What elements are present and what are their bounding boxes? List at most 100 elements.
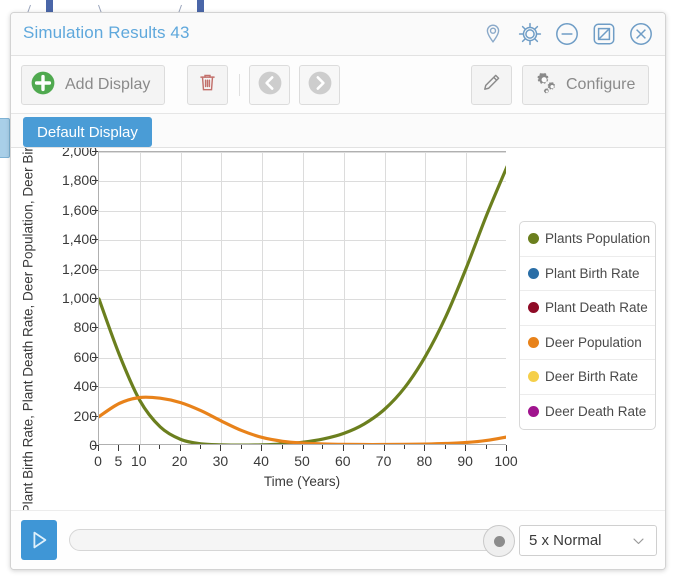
legend-label: Deer Birth Rate: [545, 369, 639, 385]
legend-label: Plant Birth Rate: [545, 265, 640, 281]
window-controls: [479, 20, 655, 48]
y-axis-tick: [92, 151, 98, 152]
y-tick-label: 1,400: [61, 231, 97, 248]
legend-label: Plant Death Rate: [545, 300, 648, 316]
y-tick-label: 1,200: [61, 260, 97, 277]
x-tick-label: 20: [171, 453, 188, 469]
x-axis-label: Time (Years): [263, 474, 341, 489]
legend-item[interactable]: Deer Birth Rate: [520, 360, 655, 395]
y-axis-tick: [92, 180, 98, 182]
y-tick-label: 400: [73, 378, 97, 395]
chevron-right-icon: [307, 70, 333, 101]
chevron-left-icon: [257, 70, 283, 101]
plot-area: [98, 151, 506, 445]
gear-icon[interactable]: [516, 20, 544, 48]
speed-select[interactable]: 5 x Normal: [519, 525, 657, 556]
y-tick-label: 1,600: [61, 201, 97, 218]
gridline-vertical: [343, 152, 345, 444]
x-axis-minor-tick: [404, 445, 405, 449]
edit-button[interactable]: [471, 65, 512, 105]
x-tick-label: 30: [212, 453, 229, 469]
y-tick-label: 800: [73, 319, 97, 336]
gridline-horizontal: [99, 387, 506, 389]
y-axis-tick: [92, 298, 98, 299]
configure-button[interactable]: Configure: [522, 65, 650, 105]
gridline-vertical: [139, 152, 141, 444]
close-icon[interactable]: [627, 20, 655, 48]
time-slider-handle[interactable]: [483, 525, 515, 557]
gridline-vertical: [384, 152, 386, 444]
y-axis-tick: [92, 356, 98, 358]
x-axis-minor-tick: [240, 445, 242, 449]
gears-icon: [533, 70, 558, 100]
chart-legend: Plants Population Plant Birth Rate Plant D…: [519, 221, 656, 430]
tab-default-display[interactable]: Default Display: [23, 117, 152, 147]
y-axis-label: Plant Birth Rate, Plant Death Rate, Deer…: [20, 148, 36, 511]
gridline-horizontal: [99, 328, 506, 330]
pencil-icon: [480, 71, 503, 99]
y-axis-tick: [92, 209, 98, 211]
x-axis-minor-tick: [200, 445, 201, 449]
x-axis-tick: [179, 445, 181, 451]
x-axis-tick: [118, 445, 120, 451]
x-tick-label: 80: [416, 453, 433, 469]
legend-item[interactable]: Deer Population: [520, 326, 655, 360]
gridline-vertical: [466, 152, 468, 444]
gridline-horizontal: [99, 416, 506, 418]
x-tick-label: 50: [294, 453, 310, 469]
x-axis-minor-tick: [322, 445, 324, 449]
plus-circle-icon: [30, 70, 56, 101]
play-button[interactable]: [21, 520, 57, 560]
x-tick-label: 5: [114, 453, 123, 469]
x-axis-minor-tick: [363, 445, 365, 449]
backdrop-bar: [197, 0, 204, 22]
y-axis-tick: [92, 327, 98, 329]
speed-value: 5 x Normal: [529, 532, 602, 549]
gridline-vertical: [262, 152, 264, 444]
x-tick-label: 100: [494, 453, 518, 469]
x-tick-label: 40: [253, 453, 269, 469]
series-line: [99, 165, 506, 444]
y-tick-label: 200: [73, 407, 97, 424]
y-axis-tick-labels: 2,000 1,800 1,600 1,400 1,200 1,000 800 …: [37, 148, 97, 453]
legend-color-dot: [528, 336, 539, 348]
delete-display-button[interactable]: [187, 65, 228, 105]
series-line: [99, 395, 506, 444]
y-axis-tick: [92, 268, 98, 270]
add-display-button[interactable]: Add Display: [21, 65, 166, 105]
gridline-vertical: [425, 152, 427, 444]
y-tick-label: 1,000: [61, 290, 97, 306]
x-axis-minor-tick: [444, 445, 446, 449]
next-display-button[interactable]: [299, 65, 340, 105]
gridline-vertical: [303, 152, 304, 444]
x-axis-tick: [261, 445, 263, 451]
legend-item[interactable]: Deer Death Rate: [520, 395, 655, 430]
location-pin-icon[interactable]: [479, 20, 507, 48]
gridline-horizontal: [99, 181, 506, 183]
legend-item[interactable]: Plant Death Rate: [520, 291, 655, 326]
backdrop-bar: [46, 0, 53, 22]
minimize-icon[interactable]: [553, 20, 581, 48]
gridline-horizontal: [99, 299, 506, 300]
window-titlebar: Simulation Results 43: [11, 13, 665, 56]
configure-label: Configure: [566, 76, 636, 93]
restore-icon[interactable]: [590, 20, 618, 48]
legend-label: Deer Death Rate: [545, 404, 647, 420]
x-tick-label: 60: [335, 453, 351, 469]
trash-icon: [196, 71, 219, 99]
legend-color-dot: [528, 302, 539, 314]
simulation-results-window: Simulation Results 43: [10, 12, 666, 570]
x-axis-tick: [98, 445, 99, 451]
legend-item[interactable]: Plants Population: [520, 222, 655, 257]
x-axis-tick: [220, 445, 222, 451]
display-toolbar: Add Display: [11, 56, 665, 114]
x-axis-tick: [302, 445, 303, 451]
legend-label: Deer Population: [545, 334, 642, 350]
legend-item[interactable]: Plant Birth Rate: [520, 257, 655, 291]
gridline-horizontal: [99, 152, 506, 153]
time-slider-track[interactable]: [69, 529, 507, 551]
y-axis-tick: [92, 386, 98, 388]
side-panel-tab[interactable]: [0, 118, 10, 158]
previous-display-button[interactable]: [249, 65, 290, 105]
x-axis-minor-tick: [159, 445, 161, 449]
